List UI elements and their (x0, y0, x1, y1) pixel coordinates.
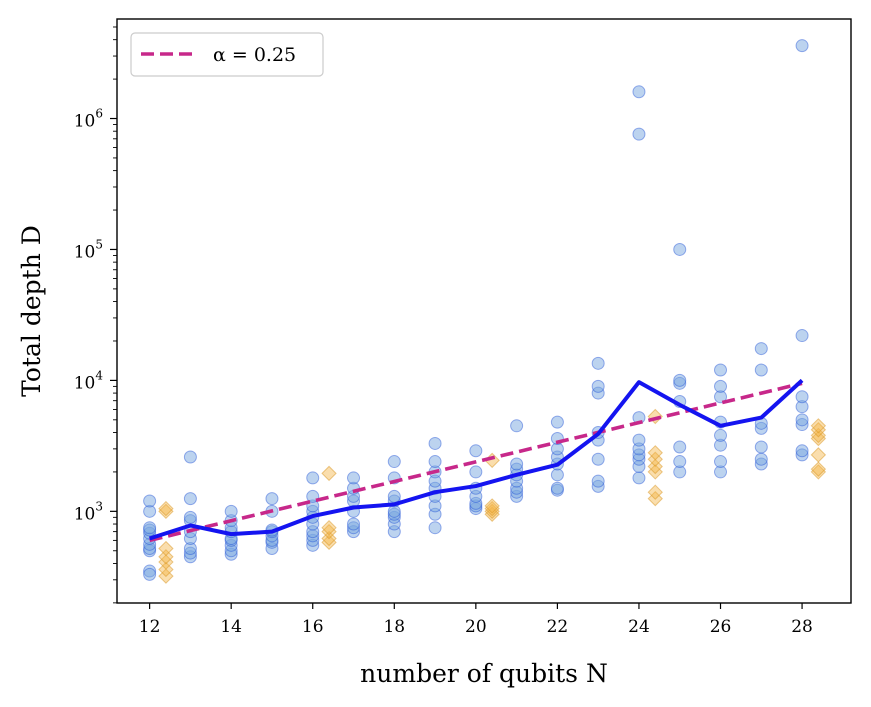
plot-layer (143, 39, 827, 584)
circle-point (632, 85, 646, 99)
circle-point (754, 342, 768, 356)
diamond-point (484, 498, 500, 514)
x-tick-label: 18 (383, 617, 405, 637)
circle-point (591, 474, 605, 488)
y-tick-label: 104 (74, 368, 104, 393)
circle-point (550, 415, 564, 429)
diamond-point (810, 447, 827, 463)
circle-point (591, 356, 605, 370)
circle-point (265, 492, 279, 506)
x-tick-label: 12 (139, 617, 161, 637)
diamond-point (810, 464, 827, 480)
circle-point (387, 455, 401, 469)
circle-point (224, 504, 238, 518)
diamond-point (321, 534, 337, 551)
mean-depth-line (149, 378, 804, 541)
circle-point (143, 567, 157, 581)
circle-point (673, 440, 687, 454)
diamond-point (484, 503, 500, 520)
circle-point (795, 329, 809, 343)
diamond-point (810, 430, 827, 447)
circle-point (183, 450, 197, 464)
diamond-point (810, 422, 827, 438)
circle-point (714, 428, 728, 442)
diamond-point (158, 500, 174, 517)
circle-point (183, 510, 197, 524)
circle-point (428, 521, 442, 535)
circle-point (550, 481, 564, 495)
x-tick-label: 14 (220, 617, 242, 637)
y-axis-label: Total depth D (17, 225, 46, 397)
y-tick-label: 106 (74, 107, 103, 132)
circle-point (428, 455, 442, 469)
circle-point (673, 455, 687, 469)
x-tick-label: 28 (791, 617, 813, 637)
diamond-point (810, 461, 827, 477)
circle-point (673, 373, 687, 387)
diamond-point (158, 549, 174, 565)
circle-point (510, 419, 524, 433)
circle-point (795, 444, 809, 458)
diamond-point (158, 540, 174, 557)
circle-point (795, 39, 809, 53)
diamond-point (321, 523, 337, 540)
circle-point (143, 521, 157, 535)
diamond-point (321, 465, 337, 482)
legend-box (130, 32, 324, 77)
x-tick-label: 16 (302, 617, 324, 637)
y-tick-label: 103 (74, 499, 103, 524)
circle-point (469, 465, 483, 479)
diamond-point (484, 500, 500, 517)
circle-point (428, 436, 442, 450)
circle-point (754, 452, 768, 466)
plot-frame (116, 18, 852, 604)
diamond-point (647, 445, 663, 461)
circle-point (632, 127, 646, 141)
circle-point (632, 433, 646, 447)
x-tick-label: 24 (628, 617, 650, 637)
circle-point (550, 468, 564, 482)
circle-point (510, 457, 524, 471)
circle-point (387, 489, 401, 503)
x-tick-label: 22 (547, 617, 569, 637)
circle-point (183, 492, 197, 506)
circle-point (347, 517, 361, 531)
circle-point (306, 471, 320, 485)
circle-point (469, 444, 483, 458)
x-tick-label: 26 (710, 617, 732, 637)
diamond-point (158, 503, 174, 520)
circle-point (673, 242, 687, 256)
y-tick-label: 105 (74, 237, 103, 262)
circle-point (754, 363, 768, 377)
legend: α = 0.25 (130, 32, 324, 77)
circle-point (143, 494, 157, 508)
circle-point (754, 440, 768, 454)
circle-point (347, 471, 361, 485)
fit-line-alpha-0.25 (149, 381, 803, 543)
circle-point (714, 455, 728, 469)
diamond-point (484, 506, 500, 522)
circle-point (714, 363, 728, 377)
x-axis-label: number of qubits N (360, 659, 608, 688)
legend-label: α = 0.25 (213, 44, 296, 66)
circle-point (714, 379, 728, 393)
circle-point (795, 390, 809, 404)
axes-layer: 12 14 16 18 20 22 24 26 28 103 104 105 106 (74, 26, 813, 637)
diamond-point (321, 519, 337, 536)
x-tick-label: 20 (465, 617, 487, 637)
diamond-point (810, 427, 827, 444)
circle-point (591, 379, 605, 393)
circle-point (632, 471, 646, 485)
diamond-point (647, 484, 663, 500)
diamond-point (810, 418, 827, 434)
circle-point (591, 452, 605, 466)
circle-point (795, 413, 809, 427)
diamond-point (647, 464, 663, 480)
